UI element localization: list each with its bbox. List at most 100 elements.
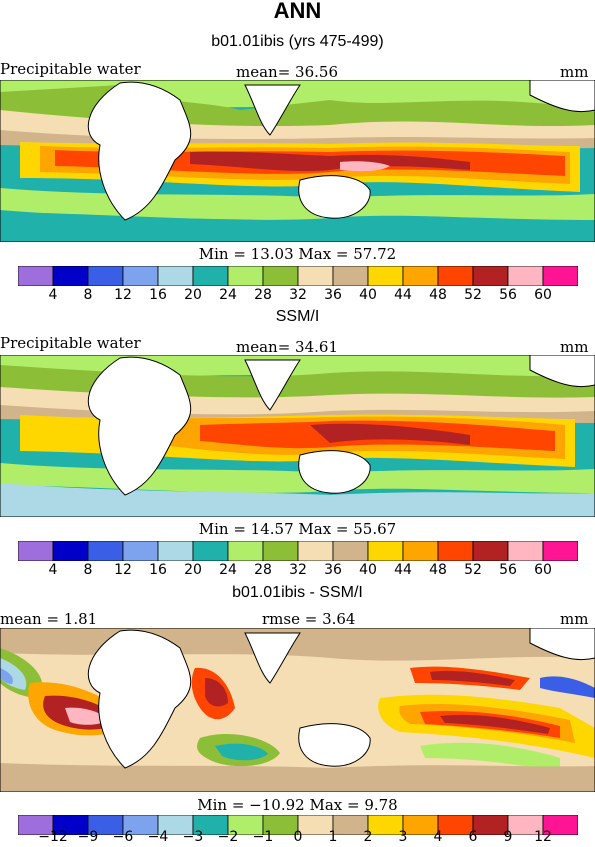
colorbar-box — [402, 541, 439, 561]
panel2-tick: 40 — [359, 562, 377, 578]
colorbar-box — [332, 266, 369, 286]
colorbar-box — [192, 541, 229, 561]
colorbar-box — [367, 266, 404, 286]
colorbar-box — [157, 266, 194, 286]
panel1-tick: 40 — [359, 287, 377, 303]
panel3-tick: −3 — [182, 829, 204, 845]
panel3-tick: −2 — [217, 829, 239, 845]
panel3-tick: 9 — [503, 829, 513, 845]
colorbar-box — [542, 266, 578, 286]
panel2-tick: 48 — [429, 562, 447, 578]
panel2-title: SSM/I — [275, 308, 320, 325]
panel3-tick: −1 — [252, 829, 274, 845]
colorbar-box — [262, 266, 299, 286]
colorbar-box — [472, 266, 509, 286]
colorbar-box — [87, 266, 124, 286]
panel2-colorbar — [18, 541, 578, 561]
colorbar-box — [87, 541, 124, 561]
panel3-colorbar — [18, 815, 578, 835]
colorbar-box — [437, 541, 474, 561]
panel3-tick: −4 — [147, 829, 169, 845]
panel3-map-svg — [0, 628, 595, 792]
panel3-tick: 4 — [433, 829, 443, 845]
panel1-colorbar — [18, 266, 578, 286]
panel3-tick: 0 — [293, 829, 303, 845]
panel1-tick: 4 — [48, 287, 58, 303]
panel3-tick: 3 — [398, 829, 408, 845]
panel3-map — [0, 628, 595, 792]
panel3-mean-label: mean = 1.81 — [0, 610, 98, 628]
colorbar-box — [507, 266, 544, 286]
colorbar-box — [542, 541, 578, 561]
colorbar-box — [192, 266, 229, 286]
panel2-units-label: mm — [560, 338, 589, 356]
panel1-mean-label: mean= 36.56 — [236, 63, 338, 81]
panel1-tick: 16 — [149, 287, 167, 303]
panel3-minmax: Min = −10.92 Max = 9.78 — [197, 796, 398, 814]
panel3-rmse-label: rmse = 3.64 — [262, 610, 356, 628]
panel3-title: b01.01ibis - SSM/I — [232, 584, 363, 601]
panel2-map-svg — [0, 355, 595, 517]
colorbar-box — [122, 541, 159, 561]
panel3-tick: −9 — [77, 829, 99, 845]
panel2-tick: 56 — [499, 562, 517, 578]
colorbar-box — [297, 266, 334, 286]
panel1-minmax: Min = 13.03 Max = 57.72 — [198, 245, 397, 263]
panel3-tick: 12 — [534, 829, 552, 845]
panel3-tick: 1 — [328, 829, 338, 845]
colorbar-box — [18, 266, 54, 286]
panel2-tick: 16 — [149, 562, 167, 578]
panel3-colorbar-svg — [18, 815, 578, 835]
colorbar-box — [262, 541, 299, 561]
panel3-tick: 6 — [468, 829, 478, 845]
panel1-tick: 48 — [429, 287, 447, 303]
colorbar-box — [437, 266, 474, 286]
colorbar-box — [507, 541, 544, 561]
colorbar-box — [52, 541, 89, 561]
panel1-colorbar-svg — [18, 266, 578, 286]
colorbar-box — [122, 266, 159, 286]
panel2-mean-label: mean= 34.61 — [236, 338, 338, 356]
colorbar-box — [52, 266, 89, 286]
panel2-tick: 20 — [184, 562, 202, 578]
panel2-tick: 8 — [83, 562, 93, 578]
panel2-map — [0, 355, 595, 517]
panel1-tick: 60 — [534, 287, 552, 303]
panel1-title: b01.01ibis (yrs 475-499) — [211, 33, 384, 50]
figure-title: ANN — [273, 0, 322, 23]
panel1-map-svg — [0, 80, 595, 242]
colorbar-box — [297, 541, 334, 561]
panel3-tick: −12 — [38, 829, 68, 845]
panel2-tick: 60 — [534, 562, 552, 578]
panel3-units-label: mm — [560, 610, 589, 628]
panel1-tick: 12 — [114, 287, 132, 303]
colorbar-box — [542, 815, 578, 835]
panel2-tick: 24 — [219, 562, 237, 578]
panel1-tick: 56 — [499, 287, 517, 303]
colorbar-box — [227, 541, 264, 561]
panel2-tick: 32 — [289, 562, 307, 578]
colorbar-box — [332, 541, 369, 561]
panel1-units-label: mm — [560, 63, 589, 81]
panel1-tick: 52 — [464, 287, 482, 303]
panel1-tick: 20 — [184, 287, 202, 303]
panel1-tick: 28 — [254, 287, 272, 303]
panel2-colorbar-ticks: 4 8 12 16 20 24 28 32 36 40 44 48 52 56 … — [0, 562, 595, 580]
colorbar-box — [367, 541, 404, 561]
panel2-minmax: Min = 14.57 Max = 55.67 — [198, 520, 397, 538]
colorbar-box — [157, 541, 194, 561]
panel3-tick: −6 — [112, 829, 134, 845]
panel1-variable-label: Precipitable water — [0, 60, 141, 78]
colorbar-box — [402, 266, 439, 286]
panel1-colorbar-ticks: 4 8 12 16 20 24 28 32 36 40 44 48 52 56 … — [0, 287, 595, 305]
colorbar-box — [18, 541, 54, 561]
colorbar-box — [472, 541, 509, 561]
panel2-tick: 28 — [254, 562, 272, 578]
panel2-colorbar-svg — [18, 541, 578, 561]
panel2-tick: 12 — [114, 562, 132, 578]
panel2-tick: 4 — [48, 562, 58, 578]
panel1-tick: 24 — [219, 287, 237, 303]
panel2-tick: 44 — [394, 562, 412, 578]
panel1-tick: 32 — [289, 287, 307, 303]
panel3-colorbar-ticks: −12 −9 −6 −4 −3 −2 −1 0 1 2 3 4 6 9 12 — [0, 829, 595, 847]
